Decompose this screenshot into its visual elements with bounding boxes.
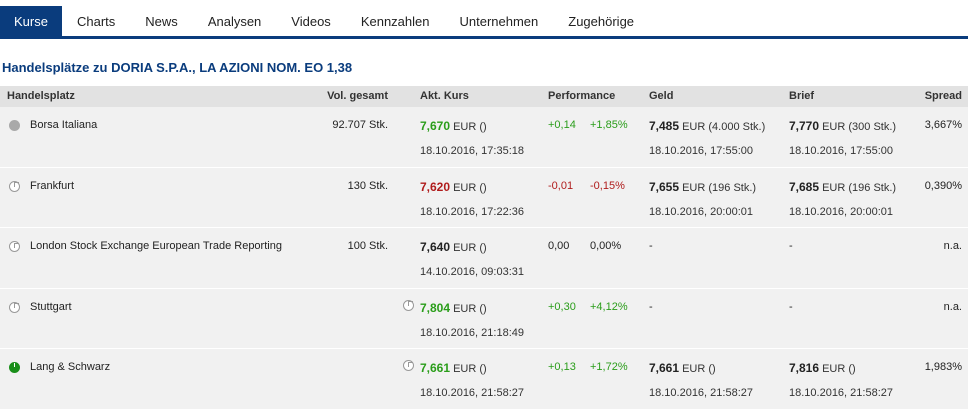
current-price: 7,804 EUR () xyxy=(420,300,487,315)
exchange-name[interactable]: Frankfurt xyxy=(30,179,75,192)
tab-analysen[interactable]: Analysen xyxy=(207,13,262,29)
ask-price: 7,816 EUR () xyxy=(789,361,856,375)
page-title: Handelsplätze zu DORIA S.P.A., LA AZIONI… xyxy=(2,60,353,75)
price-date: 18.10.2016, 17:35:18 xyxy=(420,145,524,157)
current-price: 7,661 EUR () xyxy=(420,361,487,375)
exchange-name[interactable]: London Stock Exchange European Trade Rep… xyxy=(30,240,282,252)
current-price: 7,640 EUR () xyxy=(420,240,487,254)
clock-icon xyxy=(9,301,20,313)
performance-abs: +0,30 xyxy=(548,300,576,313)
ask-date: 18.10.2016, 20:00:01 xyxy=(789,205,893,218)
performance-pct: +1,72% xyxy=(590,361,628,373)
bid-date: 18.10.2016, 17:55:00 xyxy=(649,145,753,157)
performance-pct: +4,12% xyxy=(590,300,628,313)
col-handelsplatz[interactable]: Handelsplatz xyxy=(7,90,75,102)
performance-abs: +0,14 xyxy=(548,119,576,131)
bid-date: 18.10.2016, 21:58:27 xyxy=(649,387,753,399)
exchange-name[interactable]: Stuttgart xyxy=(30,300,72,313)
clock-icon xyxy=(403,360,414,371)
table-row[interactable]: Stuttgart 7,804 EUR () 18.10.2016, 21:18… xyxy=(0,288,968,349)
green-clock-icon xyxy=(9,362,20,373)
performance-abs: -0,01 xyxy=(548,179,574,192)
performance-abs: 0,00 xyxy=(548,240,570,252)
table-row[interactable]: Lang & Schwarz 7,661 EUR () 18.10.2016, … xyxy=(0,349,968,410)
bid-price: 7,661 EUR () xyxy=(649,361,716,375)
col-performance[interactable]: Performance xyxy=(548,90,616,102)
performance-pct: +1,85% xyxy=(590,119,628,131)
exchange-name[interactable]: Lang & Schwarz xyxy=(30,361,111,373)
volume: 100 Stk. xyxy=(347,240,388,252)
col-vol[interactable]: Vol. gesamt xyxy=(327,90,388,102)
bid-price: 7,485 EUR (4.000 Stk.) xyxy=(649,119,766,133)
ask-date: 18.10.2016, 21:58:27 xyxy=(789,387,893,399)
performance-pct: 0,00% xyxy=(590,240,622,252)
volume: 92.707 Stk. xyxy=(332,119,388,131)
ask-price: - xyxy=(789,300,793,313)
ask-price: 7,770 EUR (300 Stk.) xyxy=(789,119,897,133)
spread-value: n.a. xyxy=(943,240,962,252)
table-row[interactable]: Borsa Italiana 92.707 Stk. 7,670 EUR () … xyxy=(0,107,968,168)
exchange-table: Handelsplatz Vol. gesamt Akt. Kurs Perfo… xyxy=(0,86,968,410)
tab-bar: Kurse Charts News Analysen Videos Kennza… xyxy=(0,6,968,39)
ask-price: 7,685 EUR (196 Stk.) xyxy=(789,179,897,194)
table-header: Handelsplatz Vol. gesamt Akt. Kurs Perfo… xyxy=(0,86,968,107)
bid-price: - xyxy=(649,240,653,252)
bid-price: - xyxy=(649,300,653,313)
bid-date: 18.10.2016, 20:00:01 xyxy=(649,205,753,218)
ask-date: 18.10.2016, 17:55:00 xyxy=(789,145,893,157)
col-geld[interactable]: Geld xyxy=(649,90,674,102)
tab-videos[interactable]: Videos xyxy=(291,13,331,29)
price-date: 14.10.2016, 09:03:31 xyxy=(420,266,524,278)
clock-icon xyxy=(9,180,20,192)
tab-news[interactable]: News xyxy=(145,13,178,29)
performance-abs: +0,13 xyxy=(548,361,576,373)
col-brief[interactable]: Brief xyxy=(789,90,815,102)
price-date: 18.10.2016, 21:58:27 xyxy=(420,387,524,399)
gray-dot-icon xyxy=(9,120,20,131)
exchange-name[interactable]: Borsa Italiana xyxy=(30,119,98,131)
tab-zugehoerige[interactable]: Zugehörige xyxy=(568,13,635,29)
current-price: 7,670 EUR () xyxy=(420,119,487,133)
col-spread[interactable]: Spread xyxy=(924,90,962,102)
tab-charts[interactable]: Charts xyxy=(77,13,116,29)
clock-icon xyxy=(403,299,414,311)
performance-pct: -0,15% xyxy=(590,179,625,192)
spread-value: 1,983% xyxy=(924,361,962,373)
col-kurs[interactable]: Akt. Kurs xyxy=(420,90,469,102)
spread-value: 3,667% xyxy=(924,119,962,131)
clock-icon xyxy=(9,241,20,252)
price-date: 18.10.2016, 17:22:36 xyxy=(420,205,524,218)
tab-kurse[interactable]: Kurse xyxy=(0,6,62,36)
spread-value: 0,390% xyxy=(924,179,962,192)
tab-unternehmen[interactable]: Unternehmen xyxy=(459,13,539,29)
table-row[interactable]: Frankfurt 130 Stk. 7,620 EUR () 18.10.20… xyxy=(0,167,968,228)
price-date: 18.10.2016, 21:18:49 xyxy=(420,326,524,339)
ask-price: - xyxy=(789,240,793,252)
spread-value: n.a. xyxy=(943,300,962,313)
volume: 130 Stk. xyxy=(347,179,388,192)
table-row[interactable]: London Stock Exchange European Trade Rep… xyxy=(0,228,968,289)
bid-price: 7,655 EUR (196 Stk.) xyxy=(649,179,757,194)
current-price: 7,620 EUR () xyxy=(420,179,487,194)
tab-kennzahlen[interactable]: Kennzahlen xyxy=(360,13,430,29)
